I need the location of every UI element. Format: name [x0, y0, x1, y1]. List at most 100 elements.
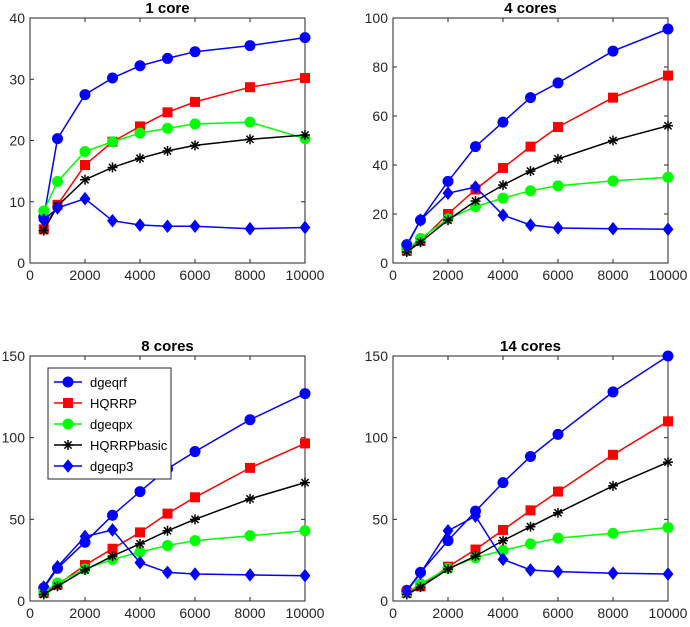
data-point: [442, 175, 454, 187]
x-tick-label: 8000: [234, 605, 265, 621]
data-point: [52, 176, 63, 188]
data-point: [553, 122, 563, 133]
series-dgeqpx: [401, 171, 674, 256]
y-tick-label: 60: [372, 108, 388, 124]
series-dgeqp3: [38, 523, 311, 594]
data-point: [107, 509, 118, 521]
x-tick-label: 4000: [124, 605, 155, 621]
x-tick-label: 6000: [179, 267, 210, 283]
data-point: [608, 135, 618, 146]
data-point: [189, 46, 201, 58]
data-point: [162, 508, 173, 519]
data-point: [80, 564, 90, 575]
data-point: [470, 509, 481, 523]
series-hqrrp: [38, 73, 310, 235]
data-point: [244, 414, 256, 426]
data-point: [189, 567, 201, 581]
data-point: [162, 565, 173, 580]
data-point: [134, 486, 146, 498]
y-tick-label: 40: [9, 10, 25, 26]
data-point: [498, 162, 508, 173]
series-hqrrp: [401, 70, 673, 256]
y-tick-label: 0: [17, 593, 25, 609]
y-tick-label: 50: [372, 511, 388, 527]
x-tick-label: 10000: [286, 605, 325, 621]
x-tick-label: 6000: [542, 267, 573, 283]
legend-marker: [63, 398, 73, 408]
data-point: [607, 527, 619, 539]
data-point: [470, 180, 481, 194]
y-tick-label: 0: [380, 255, 388, 271]
x-tick-label: 2000: [69, 267, 100, 283]
legend-entry-dgeqpx: dgeqpx: [54, 417, 133, 432]
data-point: [300, 477, 310, 488]
data-point: [107, 136, 118, 148]
series-dgeqpx: [401, 522, 674, 599]
data-point: [162, 525, 173, 536]
legend-entry-hqrrp: HQRRP: [54, 396, 137, 411]
data-point: [299, 388, 311, 400]
data-point: [443, 564, 453, 575]
data-point: [107, 162, 118, 173]
data-point: [79, 146, 91, 158]
data-point: [497, 477, 509, 489]
x-tick-label: 0: [389, 605, 397, 621]
data-point: [553, 507, 563, 518]
data-point: [552, 564, 564, 579]
legend-label: HQRRP: [90, 396, 137, 411]
data-point: [497, 552, 509, 567]
data-point: [244, 568, 256, 582]
data-point: [662, 522, 674, 533]
data-point: [245, 82, 255, 93]
chart-title: 8 cores: [141, 338, 194, 355]
data-point: [443, 215, 453, 226]
data-point: [608, 92, 618, 103]
data-point: [190, 514, 200, 525]
data-point: [442, 523, 454, 538]
y-tick-label: 30: [9, 71, 25, 87]
x-tick-label: 2000: [432, 267, 463, 283]
data-point: [607, 175, 619, 187]
data-point: [415, 566, 426, 581]
x-tick-label: 0: [389, 267, 397, 283]
data-point: [52, 133, 63, 145]
data-point: [245, 462, 255, 473]
data-point: [497, 116, 509, 128]
y-tick-label: 150: [2, 348, 26, 364]
data-point: [80, 174, 90, 185]
data-point: [607, 386, 619, 398]
legend-label: dgeqp3: [90, 459, 133, 474]
data-point: [134, 218, 146, 232]
data-point: [525, 92, 536, 104]
data-point: [245, 493, 255, 504]
data-point: [38, 225, 49, 236]
legend-marker: [62, 418, 74, 430]
series-line: [406, 355, 669, 591]
data-point: [162, 52, 173, 64]
data-point: [552, 428, 564, 440]
x-tick-label: 4000: [487, 605, 518, 621]
legend-label: dgeqrf: [90, 375, 127, 390]
series-dgeqpx: [38, 525, 311, 598]
data-point: [552, 532, 564, 544]
data-point: [608, 480, 618, 491]
data-point: [299, 525, 311, 537]
series-hqrrpbasic: [38, 129, 310, 236]
x-tick-label: 6000: [542, 605, 573, 621]
data-point: [135, 527, 145, 538]
data-point: [663, 120, 673, 131]
data-point: [38, 580, 50, 594]
y-tick-label: 100: [365, 10, 389, 26]
data-point: [415, 582, 426, 593]
data-point: [401, 584, 413, 599]
data-point: [552, 221, 564, 235]
y-tick-label: 20: [372, 206, 388, 222]
data-point: [189, 535, 201, 547]
x-tick-label: 8000: [597, 605, 628, 621]
y-tick-label: 50: [9, 511, 25, 527]
data-point: [662, 23, 674, 35]
data-point: [52, 581, 63, 592]
axes-frame: [392, 355, 669, 602]
data-point: [80, 160, 90, 170]
